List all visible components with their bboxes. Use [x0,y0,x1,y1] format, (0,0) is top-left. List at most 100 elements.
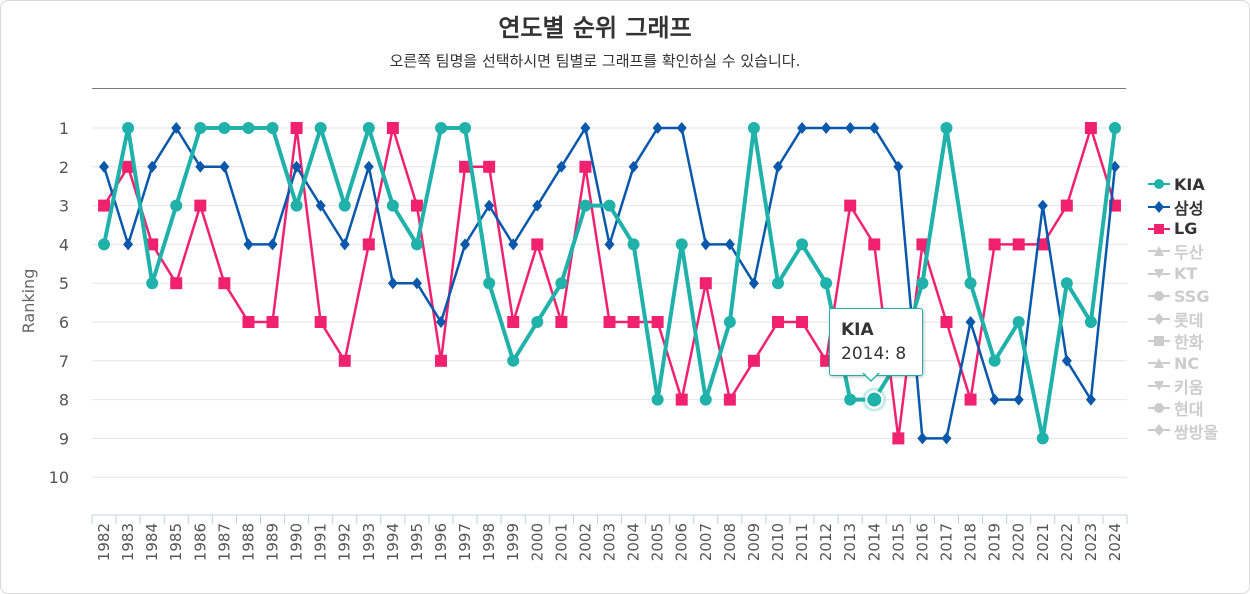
x-tick-label: 1983 [119,523,137,561]
legend-marker [1154,380,1164,391]
legend-item[interactable]: 삼성 [1148,195,1218,218]
legend-marker [1154,223,1164,234]
legend-label: KT [1174,264,1198,284]
data-point [1084,122,1097,134]
x-tick-label: 2010 [769,523,787,561]
data-point [147,160,158,173]
data-point [964,277,977,290]
data-point [508,238,519,251]
data-point [507,354,520,367]
data-point [219,160,230,173]
legend-item[interactable]: NC [1148,352,1218,374]
legend-item[interactable]: KT [1148,263,1218,285]
data-point [771,316,784,328]
y-tick-label: 8 [59,391,69,410]
x-tick-label: 2024 [1106,523,1124,561]
data-point [267,238,278,251]
data-point [603,199,616,212]
legend-item[interactable]: 키움 [1148,375,1218,397]
data-point [844,199,857,212]
legend-label: SSG [1174,286,1210,306]
title-divider [92,88,1126,89]
data-point [484,199,495,212]
data-point [99,160,110,173]
data-point [194,122,207,134]
data-point [940,316,953,328]
data-point [483,160,496,173]
data-point [194,199,207,212]
data-point [531,316,544,328]
data-point [556,160,567,173]
legend-item[interactable]: 롯데 [1148,307,1218,330]
x-tick-label: 1995 [408,523,426,561]
data-point [363,160,374,173]
data-point [747,354,760,367]
data-point [988,354,1001,367]
y-tick-label: 10 [49,468,69,487]
data-point [242,316,255,328]
data-point [579,199,592,212]
x-tick-label: 2020 [1010,523,1028,561]
x-tick-label: 1989 [264,523,282,561]
tooltip: KIA 2014: 8 [829,308,923,376]
legend-symbol [1148,403,1170,414]
legend-item[interactable]: 두산 [1148,240,1218,262]
legend-item[interactable]: LG [1148,218,1218,240]
data-point [315,199,326,212]
data-point [796,238,809,251]
data-point [844,393,857,406]
x-tick-label: 1988 [239,523,257,561]
data-point [338,354,351,367]
data-point [459,160,472,173]
data-point [122,160,135,173]
y-tick-label: 2 [59,158,69,177]
data-point [603,316,616,328]
data-point [1060,277,1073,290]
legend-symbol [1148,358,1170,369]
data-point [436,316,447,328]
chart-subtitle: 오른쪽 팀명을 선택하시면 팀별로 그래프를 확인하실 수 있습니다. [389,52,801,70]
data-point [821,122,832,134]
data-point [1060,199,1073,212]
x-tick-label: 2000 [528,523,546,561]
data-point [941,432,952,445]
data-point [290,199,303,212]
data-point [362,238,375,251]
x-tick-label: 2023 [1082,523,1100,561]
series-KIA [98,122,1121,445]
legend-item[interactable]: SSG [1148,285,1218,307]
legend-item[interactable]: KIA [1148,173,1218,195]
y-tick-label: 1 [59,119,69,138]
legend-item[interactable]: 쌍방울 [1148,419,1219,442]
data-point [531,238,544,251]
x-tick-label: 1990 [288,523,306,561]
legend-item[interactable]: 현대 [1148,397,1218,419]
data-point [460,238,471,251]
data-point [339,238,350,251]
x-tick-label: 1982 [95,523,113,561]
data-point [314,122,327,134]
data-point [1085,393,1096,406]
data-point [916,238,929,251]
x-tick-label: 2011 [793,523,811,561]
legend-marker [1154,424,1164,437]
data-point [435,354,448,367]
x-tick-label: 1987 [215,523,233,561]
data-point [700,238,711,251]
tooltip-arrow-inner [863,372,879,380]
x-tick-label: 1996 [432,523,450,561]
legend-label: 현대 [1174,400,1204,420]
legend-marker [1154,335,1164,346]
data-point [195,160,206,173]
tooltip-series-name: KIA [841,320,874,340]
x-tick-label: 1998 [480,523,498,561]
data-point [146,277,159,290]
x-tick-label: 2007 [697,523,715,561]
data-point [724,238,735,251]
x-tick-label: 2006 [673,523,691,561]
x-tick-label: 2001 [552,523,570,561]
data-point [266,316,279,328]
legend-item[interactable]: 한화 [1148,330,1218,352]
legend-label: 쌍방울 [1174,422,1219,442]
data-point [940,122,953,134]
